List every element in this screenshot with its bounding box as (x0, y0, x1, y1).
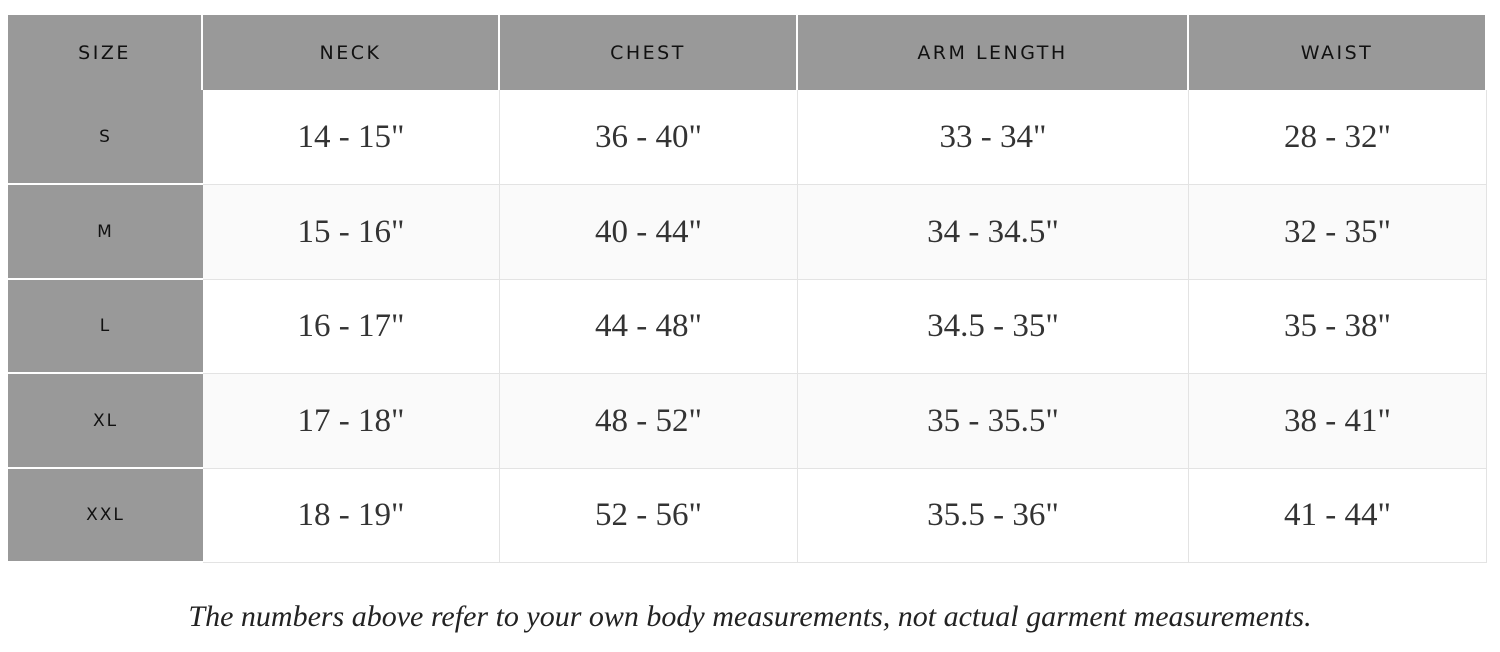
footnote: The numbers above refer to your own body… (188, 600, 1312, 633)
measurement-cell: 17 - 18" (203, 374, 500, 469)
measurement-cell: 34 - 34.5" (798, 185, 1189, 280)
measurement-cell: 40 - 44" (500, 185, 798, 280)
header-cell: WAIST (1189, 15, 1487, 90)
measurement-cell: 38 - 41" (1189, 374, 1487, 469)
measurement-cell: 33 - 34" (798, 90, 1189, 185)
header-cell: NECK (203, 15, 500, 90)
measurement-cell: 14 - 15" (203, 90, 500, 185)
header-cell: CHEST (500, 15, 798, 90)
measurement-cell: 35.5 - 36" (798, 469, 1189, 563)
measurement-cell: 32 - 35" (1189, 185, 1487, 280)
measurement-cell: 36 - 40" (500, 90, 798, 185)
measurement-cell: 48 - 52" (500, 374, 798, 469)
measurement-cell: 28 - 32" (1189, 90, 1487, 185)
size-label: XXL (8, 469, 203, 563)
size-label: XL (8, 374, 203, 469)
measurement-cell: 15 - 16" (203, 185, 500, 280)
size-label: L (8, 280, 203, 374)
size-label: M (8, 185, 203, 280)
measurement-cell: 16 - 17" (203, 280, 500, 374)
measurement-cell: 52 - 56" (500, 469, 798, 563)
measurement-cell: 35 - 35.5" (798, 374, 1189, 469)
header-cell: SIZE (8, 15, 203, 90)
header-cell: ARM LENGTH (798, 15, 1189, 90)
measurement-cell: 18 - 19" (203, 469, 500, 563)
measurement-cell: 41 - 44" (1189, 469, 1487, 563)
size-label: S (8, 90, 203, 185)
measurement-cell: 44 - 48" (500, 280, 798, 374)
measurement-cell: 34.5 - 35" (798, 280, 1189, 374)
measurement-cell: 35 - 38" (1189, 280, 1487, 374)
